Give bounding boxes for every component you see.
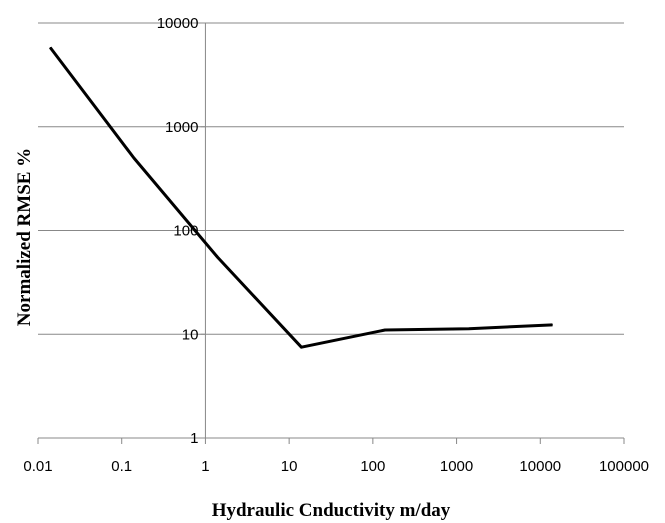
data-point bbox=[384, 329, 386, 331]
y-tick-label-1: 1 bbox=[190, 430, 198, 447]
x-tick-label-1000: 1000 bbox=[440, 458, 473, 475]
y-tick-label-1000: 1000 bbox=[165, 119, 198, 136]
data-point bbox=[217, 256, 219, 258]
x-tick-label-1: 1 bbox=[201, 458, 209, 475]
y-axis-title: Normalized RMSE % bbox=[14, 148, 35, 326]
data-point bbox=[552, 324, 553, 326]
gridlines bbox=[38, 22, 624, 335]
y-tick-label-10: 10 bbox=[182, 326, 199, 343]
x-tick-label-10000: 10000 bbox=[519, 458, 561, 475]
data-point bbox=[468, 328, 470, 330]
x-axis-title: Hydraulic Cnductivity m/day bbox=[212, 500, 451, 521]
data-point bbox=[49, 47, 51, 48]
y-tick-label-10000: 10000 bbox=[157, 15, 199, 32]
data-point bbox=[300, 346, 302, 348]
x-tick-label-100: 100 bbox=[360, 458, 385, 475]
x-tick-label-0.01: 0.01 bbox=[23, 458, 52, 475]
x-tick-label-10: 10 bbox=[281, 458, 298, 475]
data-series bbox=[49, 46, 553, 349]
x-tick-label-100000: 100000 bbox=[599, 458, 649, 475]
axes bbox=[37, 22, 625, 444]
data-point bbox=[133, 157, 135, 159]
series-line-0 bbox=[49, 46, 553, 349]
x-tick-label-0.1: 0.1 bbox=[111, 458, 132, 475]
